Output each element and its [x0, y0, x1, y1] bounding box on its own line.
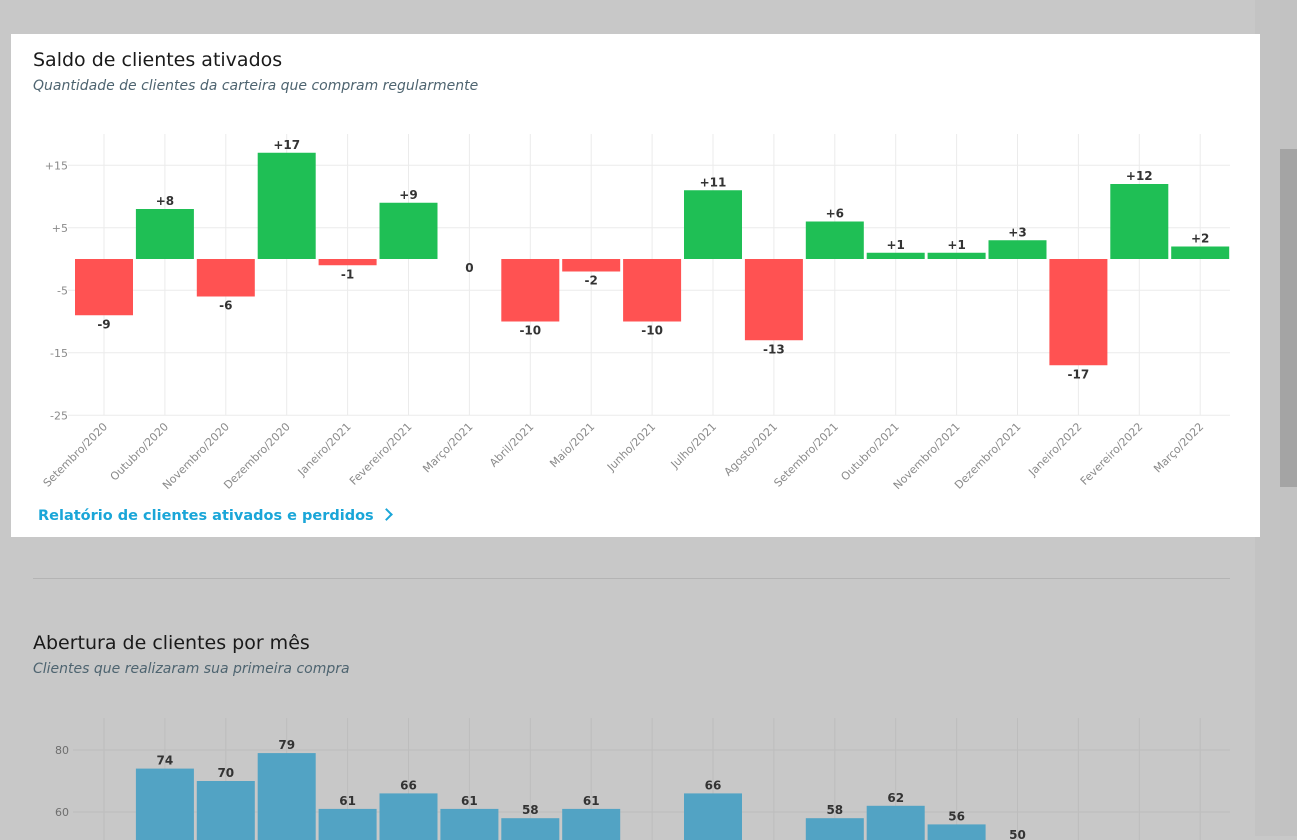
bar — [1110, 184, 1169, 259]
y-tick-label: +5 — [52, 222, 68, 235]
data-label: +9 — [399, 188, 417, 202]
bar — [379, 202, 438, 259]
bar — [805, 818, 864, 840]
report-link-label: Relatório de clientes ativados e perdido… — [38, 508, 374, 524]
abertura-bar-chart: 80 60 74 70 79 61 66 61 58 61 66 58 62 56 50 — [55, 718, 1230, 840]
report-link[interactable]: Relatório de clientes ativados e perdido… — [38, 508, 393, 524]
x-tick-label: Março/2022 — [1151, 420, 1206, 475]
bar — [684, 190, 742, 259]
saldo-bar-chart: +15 +5 -5 -15 -25 -9 Setembro/2020 +8 Outubro/20… — [41, 134, 1230, 492]
chart-title: Saldo de clientes ativados — [33, 49, 283, 71]
data-label: 62 — [887, 791, 904, 805]
bar — [440, 808, 499, 840]
x-tick-label: Junho/2021 — [604, 420, 658, 474]
bar — [623, 259, 682, 322]
y-tick-label: -25 — [50, 409, 68, 422]
data-label: +1 — [947, 238, 965, 252]
bar — [927, 252, 986, 259]
y-tick-label: +15 — [45, 159, 68, 172]
data-label: +12 — [1126, 169, 1153, 183]
bar — [1171, 246, 1230, 259]
x-tick-label: Fevereiro/2022 — [1078, 420, 1146, 488]
x-tick-label: Outubro/2021 — [838, 420, 901, 483]
bar — [379, 793, 438, 840]
bar — [562, 808, 621, 840]
data-label: 61 — [461, 794, 478, 808]
bar — [684, 793, 742, 840]
data-label: -2 — [585, 274, 598, 288]
bar — [196, 781, 255, 840]
bar — [135, 209, 194, 259]
bar — [866, 252, 925, 259]
data-label: 66 — [400, 778, 417, 792]
data-label: +17 — [273, 138, 300, 152]
x-tick-label: Julho/2021 — [668, 420, 719, 471]
x-tick-label: Março/2021 — [420, 420, 475, 475]
bar — [988, 240, 1047, 259]
data-label: 66 — [705, 778, 722, 792]
x-tick-label: Setembro/2020 — [41, 420, 110, 489]
data-label: -10 — [641, 324, 663, 338]
y-tick-label: 80 — [55, 744, 69, 757]
data-label: 50 — [1009, 828, 1026, 840]
x-tick-label: Janeiro/2021 — [295, 420, 354, 479]
chart-title-abertura: Abertura de clientes por mês — [33, 632, 310, 654]
chart-card-saldo: Saldo de clientes ativados Quantidade de… — [11, 34, 1260, 537]
bar — [501, 818, 560, 840]
bar — [744, 259, 803, 341]
x-tick-label: Setembro/2021 — [771, 420, 840, 489]
data-label: +11 — [700, 175, 727, 189]
y-tick-label: -15 — [50, 347, 68, 360]
bar — [135, 768, 194, 840]
data-label: 70 — [217, 766, 234, 780]
bar — [318, 259, 377, 266]
data-label: -9 — [97, 317, 110, 331]
data-label: -6 — [219, 299, 232, 313]
data-label: 58 — [522, 803, 539, 817]
bar — [866, 805, 925, 840]
scrollbar-thumb[interactable] — [1280, 149, 1297, 487]
section-divider — [33, 578, 1230, 579]
data-label: 61 — [339, 794, 356, 808]
bar — [257, 152, 316, 259]
bar — [318, 808, 377, 840]
data-label: 56 — [948, 809, 965, 823]
data-label: 74 — [157, 754, 174, 768]
data-label: -13 — [763, 342, 785, 356]
x-tick-label: Janeiro/2022 — [1025, 420, 1084, 479]
bar — [805, 221, 864, 259]
x-tick-label: Agosto/2021 — [722, 420, 780, 478]
data-label: -10 — [519, 324, 541, 338]
chart-subtitle: Quantidade de clientes da carteira que c… — [33, 78, 479, 94]
data-label: -1 — [341, 267, 354, 281]
data-label: 79 — [278, 738, 295, 752]
bar — [1049, 259, 1108, 366]
y-tick-label: 60 — [55, 806, 69, 819]
bar — [501, 259, 560, 322]
bar — [562, 259, 621, 272]
data-label: +8 — [156, 194, 174, 208]
data-label: +3 — [1008, 225, 1026, 239]
chevron-right-icon — [379, 508, 393, 521]
chart-subtitle-abertura: Clientes que realizaram sua primeira com… — [33, 661, 350, 677]
bar — [257, 753, 316, 840]
data-label: +1 — [886, 238, 904, 252]
data-label: +6 — [826, 207, 844, 221]
data-label: 61 — [583, 794, 600, 808]
bar — [927, 824, 986, 840]
data-label: +2 — [1191, 232, 1209, 246]
data-label: 0 — [465, 261, 473, 275]
x-tick-label: Fevereiro/2021 — [347, 420, 415, 488]
x-tick-label: Abril/2021 — [487, 420, 536, 469]
bar — [196, 259, 255, 297]
data-label: 58 — [826, 803, 843, 817]
data-label: -17 — [1068, 367, 1090, 381]
y-tick-label: -5 — [57, 284, 68, 297]
x-tick-label: Maio/2021 — [547, 420, 597, 470]
x-tick-label: Outubro/2020 — [108, 420, 171, 483]
x-tick-label: Dezembro/2020 — [221, 420, 293, 492]
x-tick-label: Dezembro/2021 — [952, 420, 1024, 492]
bar — [75, 259, 133, 316]
